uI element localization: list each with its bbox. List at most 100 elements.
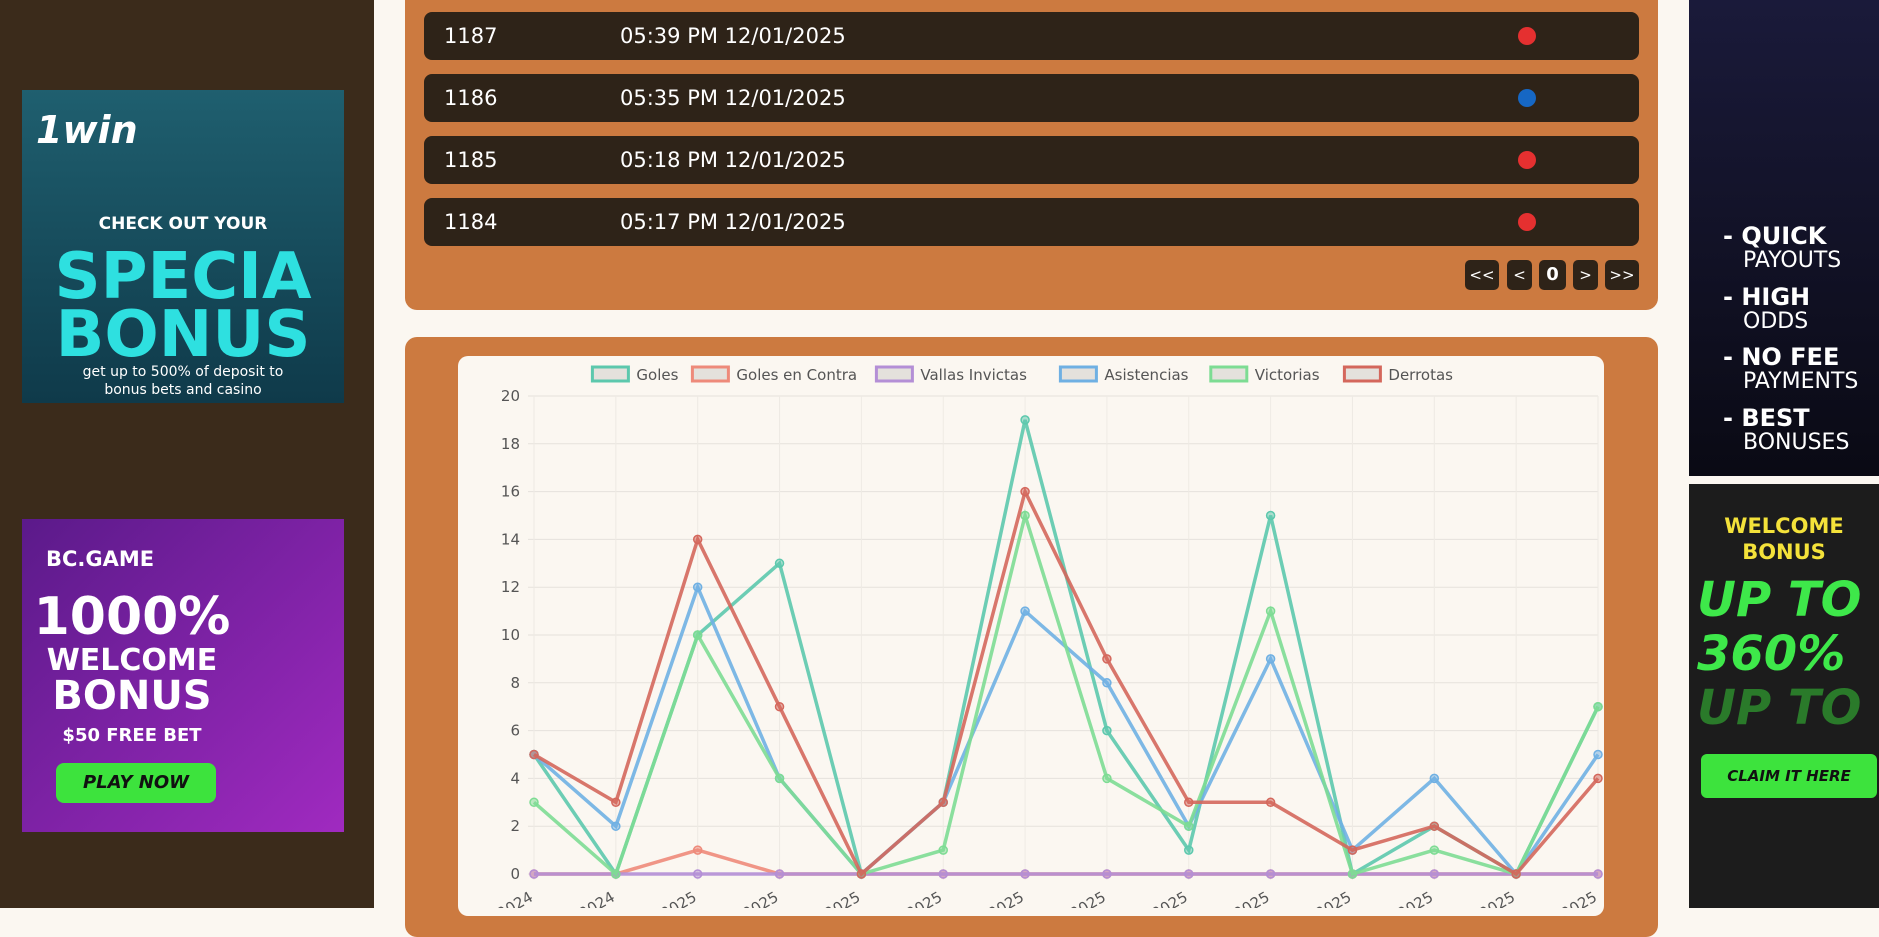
data-point — [529, 797, 539, 808]
ad-text: BC.GAME — [46, 547, 155, 571]
y-tick-label: 12 — [501, 578, 520, 596]
page-prev[interactable]: < — [1507, 260, 1532, 290]
row-id: 1187 — [444, 24, 498, 48]
y-tick-label: 8 — [510, 674, 520, 692]
data-point — [611, 797, 621, 808]
row-id: 1186 — [444, 86, 498, 110]
x-tick-label: /10/2025 — [1369, 888, 1436, 908]
data-point — [529, 749, 539, 760]
table-row: 1185 05:18 PM 12/01/2025 — [424, 136, 1639, 184]
data-point — [774, 773, 785, 784]
data-point — [1184, 845, 1194, 855]
data-point — [1184, 797, 1194, 808]
page-first[interactable]: << — [1465, 260, 1499, 290]
series-line — [533, 486, 1600, 877]
x-tick-label: /07/2025 — [1123, 888, 1190, 908]
ad-text: CHECK OUT YOUR — [98, 214, 268, 234]
data-point — [692, 630, 703, 640]
legend-swatch — [874, 365, 914, 383]
status-dot — [1518, 151, 1536, 169]
ad-text: BONUS — [55, 298, 311, 372]
y-tick-label: 20 — [501, 387, 520, 405]
data-point — [1184, 821, 1194, 831]
page-last[interactable]: >> — [1605, 260, 1639, 290]
x-tick-label: /02/2025 — [714, 888, 781, 908]
series-line — [534, 848, 1598, 876]
page-next[interactable]: > — [1573, 260, 1598, 290]
chart: 0 2 4 6 8 10 12 14 16 18 20/30/2024/01/2024/01/202… — [469, 365, 1603, 908]
data-point — [692, 869, 703, 879]
data-point — [611, 821, 621, 831]
data-point — [1593, 773, 1603, 784]
legend-swatch — [1209, 365, 1249, 383]
ad-text: PAYMENTS — [1743, 369, 1859, 394]
row-time: 05:35 PM 12/01/2025 — [620, 86, 846, 110]
y-tick-label: 6 — [510, 722, 520, 740]
ad-text: 360% — [1697, 626, 1846, 682]
data-point — [692, 534, 703, 545]
data-point — [1020, 869, 1030, 879]
ad-banner[interactable]: - QUICK PAYOUTS - HIGH ODDS - NO FEE PAY… — [1689, 0, 1879, 476]
ad-text: - QUICK — [1723, 222, 1827, 250]
data-point — [1102, 869, 1112, 879]
x-tick-label: /03/2025 — [796, 888, 863, 908]
data-point — [1020, 606, 1030, 616]
row-id: 1184 — [444, 210, 498, 234]
row-time: 05:18 PM 12/01/2025 — [620, 148, 846, 172]
ad-text: $50 FREE BET — [62, 725, 202, 746]
status-dot — [1518, 89, 1536, 107]
legend-label: Asistencias — [1104, 366, 1188, 384]
ad-text: UP TO — [1697, 680, 1862, 736]
data-point — [938, 869, 948, 879]
status-dot — [1518, 213, 1536, 231]
y-tick-label: 0 — [510, 865, 520, 883]
ad-text: BONUS — [1742, 540, 1826, 564]
ad-banner[interactable]: BC.GAME 1000% WELCOME BONUS $50 FREE BET… — [22, 519, 344, 832]
data-point — [529, 869, 539, 879]
data-point — [1429, 869, 1440, 879]
y-tick-label: 16 — [501, 483, 520, 501]
ad-text: bonus bets and casino — [104, 382, 262, 398]
data-point — [1511, 869, 1521, 879]
legend-swatch — [1342, 365, 1382, 383]
legend-swatch — [1058, 365, 1098, 383]
data-point — [1593, 869, 1603, 879]
y-tick-label: 18 — [501, 435, 520, 453]
x-tick-label: /05/2025 — [960, 888, 1027, 908]
y-tick-label: 14 — [501, 530, 520, 548]
page-current[interactable]: 0 — [1539, 260, 1566, 290]
ad-text: 1000% — [33, 587, 231, 647]
data-point — [1593, 701, 1603, 712]
ad-text: UP TO — [1697, 572, 1862, 628]
data-point — [1102, 773, 1112, 784]
x-tick-label: /06/2025 — [1042, 888, 1109, 908]
legend-label: Victorias — [1255, 366, 1320, 384]
ad-button: CLAIM IT HERE — [1701, 754, 1877, 798]
series-line — [532, 508, 1600, 878]
data-point — [1265, 510, 1276, 521]
x-tick-label: /12/2025 — [1533, 888, 1600, 908]
data-point — [1265, 606, 1276, 616]
status-dot — [1518, 27, 1536, 45]
data-point — [1102, 725, 1112, 736]
data-point — [856, 869, 867, 879]
ad-text: BONUSES — [1743, 430, 1850, 455]
legend-swatch — [590, 365, 630, 383]
table-row: 1187 05:39 PM 12/01/2025 — [424, 12, 1639, 60]
x-tick-label: /04/2025 — [878, 888, 945, 908]
data-point — [774, 701, 785, 712]
y-tick-label: 4 — [510, 769, 520, 787]
data-point — [1265, 869, 1276, 879]
legend-label: Goles — [636, 366, 678, 384]
data-point — [692, 845, 703, 855]
data-point — [938, 845, 948, 855]
ad-banner[interactable]: WELCOME BONUS UP TO 360% UP TO CLAIM IT … — [1689, 484, 1879, 908]
chart-card — [458, 356, 1604, 916]
ad-text: PAYOUTS — [1743, 248, 1842, 273]
data-point — [774, 869, 785, 879]
data-point — [774, 558, 785, 569]
legend-label: Derrotas — [1388, 366, 1453, 384]
data-point — [1020, 415, 1030, 425]
ad-banner[interactable]: 1win CHECK OUT YOUR SPECIA BONUS get up … — [22, 90, 344, 403]
